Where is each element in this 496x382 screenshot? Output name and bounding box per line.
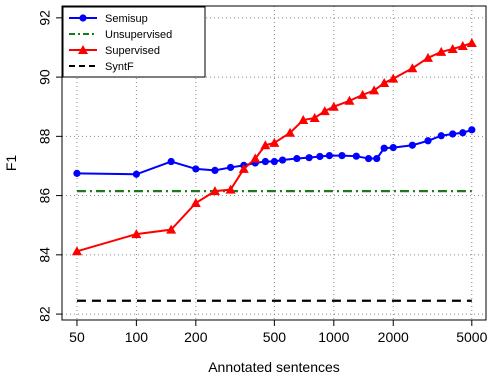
data-point-semisup: [211, 166, 219, 175]
data-point-semisup: [459, 129, 467, 137]
data-point-semisup: [408, 141, 416, 149]
data-point-supervised: [466, 38, 477, 48]
data-point-supervised: [344, 95, 355, 105]
y-tick-label: 88: [37, 128, 53, 144]
data-point-semisup: [305, 154, 313, 162]
legend-entry-supervised: Supervised: [69, 45, 160, 57]
data-point-supervised: [285, 127, 296, 137]
data-point-semisup: [424, 137, 432, 145]
data-point-semisup: [73, 169, 81, 177]
data-point-semisup: [226, 163, 235, 172]
data-point-supervised: [298, 115, 309, 125]
legend-label-semisup: Semisup: [105, 13, 148, 25]
y-tick-label: 86: [37, 188, 53, 204]
data-point-supervised: [447, 43, 458, 53]
x-tick-label: 1000: [318, 329, 349, 345]
data-point-supervised: [379, 78, 390, 88]
data-point-semisup: [352, 152, 360, 160]
data-point-supervised: [225, 184, 236, 194]
legend-entry-semisup: Semisup: [69, 13, 148, 25]
series-layer: [71, 38, 477, 302]
legend: Semisup Unsupervised Supervised SyntF: [62, 6, 206, 78]
x-axis-label: Annotated sentences: [208, 359, 340, 375]
data-point-semisup: [389, 143, 397, 152]
data-point-supervised: [328, 101, 339, 111]
legend-marker-semisup: [79, 14, 87, 22]
data-point-supervised: [436, 46, 447, 56]
data-point-semisup: [380, 144, 388, 152]
y-tick-label: 92: [37, 10, 53, 26]
data-point-supervised: [269, 137, 280, 147]
x-tick-label: 5000: [456, 329, 487, 345]
data-point-semisup: [270, 157, 278, 166]
data-point-semisup: [261, 157, 269, 166]
data-point-semisup: [293, 154, 301, 163]
legend-label-unsupervised: Unsupervised: [105, 29, 172, 41]
data-point-supervised: [238, 163, 249, 173]
data-point-semisup: [167, 157, 175, 166]
data-point-semisup: [316, 152, 324, 161]
data-point-supervised: [190, 197, 201, 207]
data-point-supervised: [71, 246, 82, 256]
data-point-supervised: [166, 224, 177, 234]
data-point-semisup: [364, 154, 373, 163]
data-point-supervised: [423, 52, 434, 62]
data-point-supervised: [457, 40, 468, 50]
data-point-semisup: [468, 126, 476, 134]
legend-label-supervised: Supervised: [105, 45, 160, 57]
series-supervised: [71, 38, 477, 256]
x-tick-label: 2000: [378, 329, 409, 345]
data-point-semisup: [449, 130, 457, 138]
x-tick-label: 500: [263, 329, 287, 345]
data-point-supervised: [260, 140, 271, 150]
data-point-semisup: [278, 156, 287, 164]
data-point-supervised: [407, 63, 418, 73]
y-tick-label: 90: [37, 69, 53, 85]
data-point-supervised: [209, 186, 220, 196]
data-point-supervised: [319, 106, 330, 116]
data-point-semisup: [192, 165, 200, 173]
data-point-semisup: [325, 151, 334, 160]
axes: 50 100 200 500 1000 2000 5000 82 84 86 88 90 92: [37, 10, 488, 345]
data-point-supervised: [309, 112, 320, 122]
y-tick-label: 82: [37, 306, 53, 322]
x-tick-label: 50: [69, 329, 85, 345]
data-point-supervised: [357, 89, 368, 99]
legend-entry-unsupervised: Unsupervised: [69, 29, 172, 41]
x-tick-label: 100: [125, 329, 149, 345]
data-point-supervised: [388, 73, 399, 83]
data-point-semisup: [338, 151, 346, 160]
y-tick-label: 84: [37, 247, 53, 263]
data-point-semisup: [437, 132, 445, 140]
data-point-supervised: [369, 85, 380, 95]
data-point-semisup: [132, 170, 140, 178]
legend-entry-syntf: SyntF: [69, 61, 134, 73]
data-point-supervised: [250, 153, 261, 163]
data-point-semisup: [373, 154, 381, 163]
data-point-supervised: [131, 229, 142, 239]
x-tick-label: 200: [184, 329, 208, 345]
y-axis-label: F1: [3, 155, 19, 172]
legend-label-syntf: SyntF: [105, 61, 134, 73]
legend-marker-supervised: [78, 45, 88, 54]
